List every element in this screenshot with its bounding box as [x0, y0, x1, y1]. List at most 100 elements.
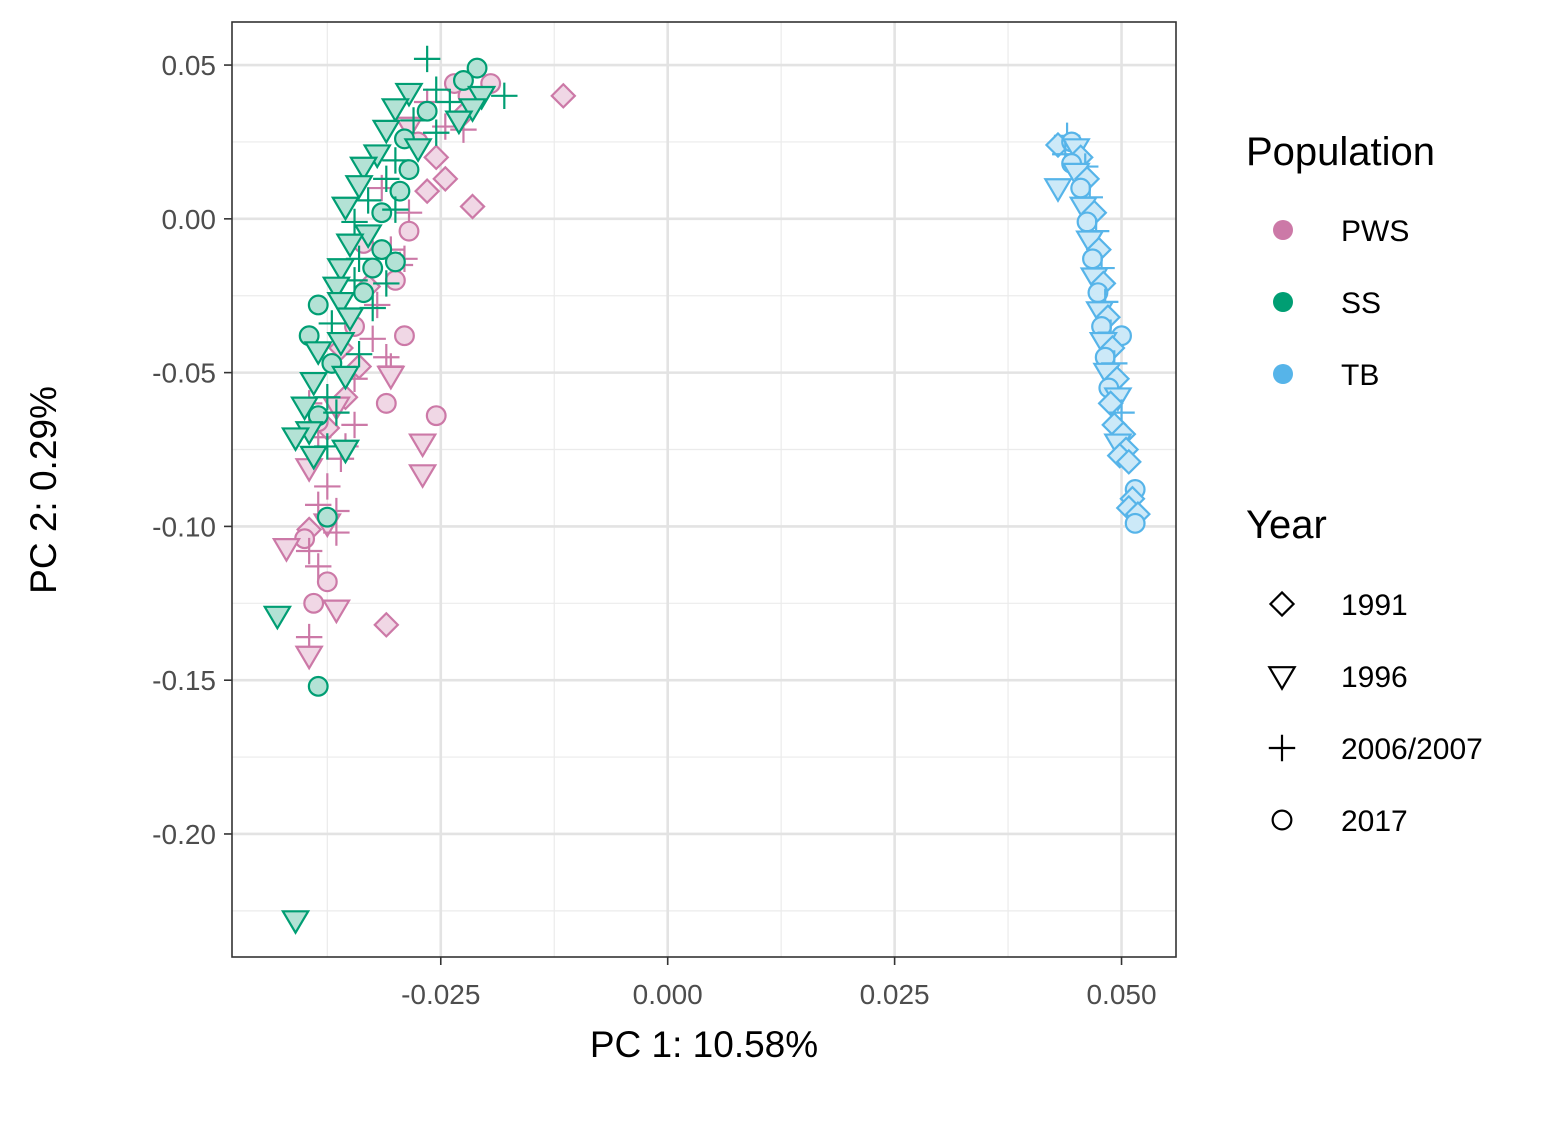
axis-layer: -0.025 0.000 0.025 0.050 0.05 0.00 -0.05 -0.10 -… [152, 50, 1156, 1010]
data-point [1043, 178, 1073, 203]
data-point [416, 100, 438, 122]
data-point [408, 433, 438, 459]
data-point [362, 144, 392, 170]
data-point [280, 427, 311, 453]
legend-label-year: 1991 [1341, 589, 1408, 622]
legend-label-year: 1996 [1341, 661, 1408, 694]
data-point [491, 82, 518, 110]
y-tick-label: -0.15 [152, 665, 216, 696]
x-tick-label: 0.000 [633, 979, 703, 1010]
data-point [330, 196, 361, 222]
data-point [307, 294, 329, 316]
data-point [321, 599, 351, 625]
x-tick-label: 0.025 [860, 979, 930, 1010]
y-tick-label: 0.00 [162, 204, 217, 235]
data-point [459, 193, 486, 220]
y-tick-label: -0.10 [152, 511, 216, 542]
data-point [330, 439, 361, 465]
data-point [371, 119, 401, 145]
data-point [335, 233, 365, 259]
data-point [345, 340, 373, 368]
data-point [398, 159, 420, 181]
data-point [353, 282, 375, 304]
data-point [400, 107, 427, 134]
data-point [413, 45, 441, 73]
data-point [323, 519, 350, 546]
data-point [389, 180, 411, 202]
data-point [321, 276, 351, 302]
legend-label-tb: TB [1341, 359, 1379, 392]
data-point [444, 110, 474, 136]
data-point [299, 445, 329, 471]
data-point [423, 144, 450, 171]
data-point [371, 202, 393, 224]
y-tick-label: 0.05 [162, 50, 217, 81]
data-point [425, 405, 447, 427]
data-point [453, 69, 474, 91]
legend-shape-diamond [1268, 590, 1296, 618]
data-point [394, 82, 424, 108]
x-tick-label: 0.050 [1086, 979, 1156, 1010]
data-point [262, 605, 292, 631]
data-point [384, 251, 406, 273]
legend-swatch-tb [1273, 364, 1293, 384]
panel-border [231, 21, 1177, 958]
data-point [394, 116, 424, 142]
legend-shape-circle [1271, 809, 1293, 831]
data-point [1124, 512, 1146, 534]
data-point [341, 411, 368, 439]
data-point [364, 291, 391, 319]
y-tick-label: -0.20 [152, 819, 216, 850]
legend-label-year: 2017 [1341, 805, 1408, 838]
data-point [316, 506, 338, 528]
data-point [432, 165, 459, 192]
data-point [382, 196, 409, 223]
data-point [550, 82, 577, 109]
data-point [1115, 448, 1142, 475]
data-point [376, 365, 406, 391]
legend-label-ss: SS [1341, 287, 1381, 320]
legend-shape-entries: 1991 1996 2006/2007 2017 [1267, 589, 1483, 838]
data-point [403, 138, 433, 163]
data-point [335, 307, 365, 333]
data-point [423, 119, 450, 146]
data-point [323, 399, 350, 426]
data-point [294, 645, 324, 671]
data-point [341, 208, 368, 236]
data-point [359, 325, 386, 352]
data-point [326, 331, 356, 357]
legend-title-population: Population [1246, 130, 1435, 174]
data-point [326, 291, 356, 317]
series-tb [1043, 122, 1151, 534]
data-point [349, 156, 379, 182]
data-point [1076, 211, 1098, 233]
data-point [1082, 248, 1103, 270]
legend-swatch-pws [1273, 220, 1293, 240]
data-point [457, 98, 488, 123]
data-point [303, 592, 325, 614]
data-point [467, 85, 497, 111]
x-axis-title: PC 1: 10.58% [590, 1024, 818, 1065]
grid-layer [232, 22, 1176, 957]
series-ss [262, 45, 518, 935]
x-tick-label: -0.025 [401, 979, 480, 1010]
data-point [344, 175, 374, 200]
data-point [371, 239, 393, 261]
data-point [380, 98, 410, 123]
data-point [373, 270, 400, 297]
data-point [307, 675, 329, 697]
data-point [1097, 390, 1124, 417]
data-point [375, 392, 397, 414]
points-layer [262, 45, 1151, 935]
data-point [303, 341, 333, 366]
data-point [1070, 177, 1092, 199]
data-point [354, 187, 382, 214]
data-point [423, 76, 450, 103]
data-point [373, 611, 400, 638]
legend-label-year: 2006/2007 [1341, 733, 1483, 766]
data-point [326, 258, 356, 283]
y-axis-title: PC 2: 0.29% [23, 386, 64, 594]
data-point [330, 365, 361, 391]
